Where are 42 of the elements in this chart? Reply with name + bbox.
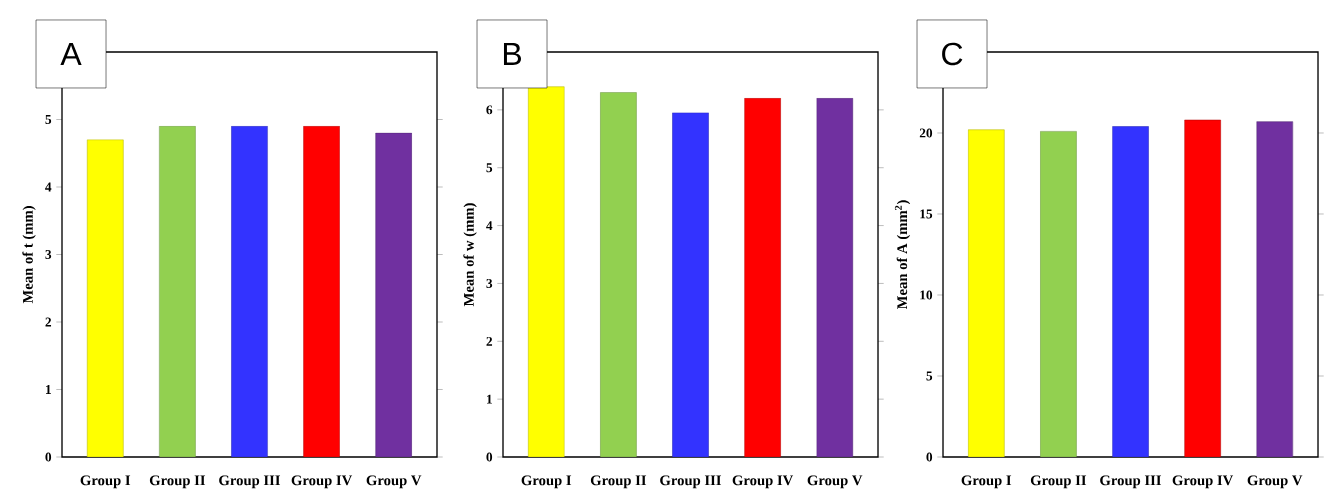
x-tick-label: Group IV [732, 475, 794, 489]
y-axis-title: Mean of t (mm) [22, 206, 36, 304]
y-tick-label: 20 [919, 128, 933, 138]
bar [744, 98, 781, 457]
bar [816, 98, 854, 457]
y-tick-label: 3 [45, 250, 52, 259]
y-tick-label: 2 [486, 336, 493, 346]
y-tick-label: 2 [45, 317, 52, 327]
chart-title: A [60, 42, 82, 65]
y-tick-label: 5 [45, 115, 52, 124]
x-tick-label: Group I [961, 475, 1012, 489]
y-tick-label: 15 [920, 209, 933, 219]
x-tick-label: Group III [660, 475, 722, 489]
y-tick-label: 1 [46, 385, 51, 394]
x-tick-label: Group V [1247, 475, 1303, 489]
x-tick-label: Group IV [291, 475, 353, 489]
x-tick-label: Group II [149, 475, 206, 489]
x-tick-label: Group V [366, 475, 422, 489]
x-tick-label: Group III [1100, 475, 1162, 489]
y-tick-label: 0 [926, 452, 933, 462]
x-tick-label: Group III [219, 475, 281, 489]
x-tick-label: Group I [80, 475, 131, 489]
x-tick-label: Group V [807, 475, 863, 489]
x-tick-label: Group I [521, 475, 572, 489]
x-tick-label: Group II [1030, 475, 1087, 489]
y-tick-label: 1 [487, 394, 492, 404]
y-tick-label: 4 [45, 182, 52, 192]
chart-title: C [942, 42, 963, 66]
y-tick-label: 3 [486, 278, 493, 288]
y-axis-title: Mean of w (mm) [463, 203, 477, 307]
chart-title: B [503, 42, 521, 65]
y-tick-label: 6 [486, 105, 493, 115]
bar [672, 112, 709, 457]
x-tick-label: Group IV [1172, 475, 1234, 489]
y-tick-label: 5 [926, 371, 933, 381]
y-tick-label: 0 [45, 452, 52, 462]
y-axis-title: Mean of A (mm$^{2}$) [894, 200, 911, 310]
y-tick-label: 0 [486, 452, 493, 462]
y-tick-label: 5 [486, 163, 493, 173]
x-tick-label: Group II [590, 475, 647, 489]
y-tick-label: 10 [920, 290, 933, 300]
y-tick-label: 4 [486, 221, 493, 230]
